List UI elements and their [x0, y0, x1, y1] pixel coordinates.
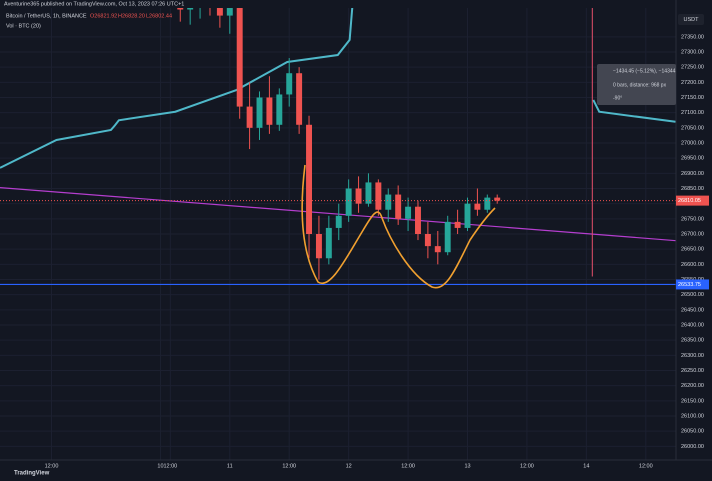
candle-body — [474, 203, 481, 210]
y-tick-label: 26850.00 — [681, 186, 704, 192]
measure-text: −1434.45 (−5.12%), −14344 — [613, 68, 676, 74]
candle-body — [355, 188, 362, 204]
y-tick-label: 27250.00 — [681, 65, 704, 71]
price-tag-label: 26810.05 — [678, 198, 701, 204]
candle-body — [335, 215, 342, 228]
x-tick-label: 12:00 — [520, 463, 534, 469]
x-tick-label: 12:00 — [639, 463, 653, 469]
candle-body — [286, 73, 293, 95]
y-tick-label: 26650.00 — [681, 247, 704, 253]
y-tick-label: 26100.00 — [681, 413, 704, 419]
measure-text: -90° — [613, 95, 622, 101]
candle-body — [315, 234, 322, 259]
ohlc-high: H26828.20 — [118, 13, 145, 19]
price-tag — [676, 195, 709, 206]
candle-body — [177, 8, 184, 10]
y-tick-label: 27200.00 — [681, 80, 704, 86]
candle-body — [365, 182, 372, 204]
y-tick-label: 26150.00 — [681, 398, 704, 404]
plot — [0, 8, 676, 286]
y-tick-label: 26050.00 — [681, 429, 704, 435]
candle-body — [296, 73, 303, 125]
candle-body — [484, 197, 491, 210]
candle-body — [454, 221, 461, 228]
grid — [0, 8, 676, 460]
x-tick-label: 14 — [583, 463, 589, 469]
candle-body — [494, 197, 501, 201]
candle-body — [345, 188, 352, 216]
y-tick-label: 26700.00 — [681, 231, 704, 237]
x-tick-label: 10 — [157, 463, 163, 469]
candle-body — [187, 8, 194, 10]
candle-body — [434, 246, 441, 253]
candle-body — [444, 221, 451, 253]
candle-body — [375, 182, 382, 210]
axis-label-box — [678, 14, 704, 25]
candle-body — [415, 206, 421, 234]
price-tag — [676, 279, 709, 290]
y-tick-label: 26500.00 — [681, 292, 704, 298]
band-line — [0, 8, 676, 169]
y-tick-label: 26400.00 — [681, 322, 704, 328]
y-tick-label: 27050.00 — [681, 125, 704, 131]
volume-label: Vol · BTC (20) — [6, 23, 41, 29]
candle-body — [385, 194, 392, 210]
ohlc-low: L26802.44 — [146, 13, 172, 19]
y-tick-label: 26950.00 — [681, 156, 704, 162]
y-tick-label: 26300.00 — [681, 353, 704, 359]
y-tick-label: 26350.00 — [681, 338, 704, 344]
price-tag-label: 26533.75 — [678, 282, 701, 288]
y-axis-label: USDT — [684, 17, 700, 23]
candle-body — [246, 106, 253, 128]
y-tick-label: 27300.00 — [681, 49, 704, 55]
x-tick-label: 12:00 — [163, 463, 177, 469]
candle-body — [306, 124, 312, 234]
candle-body — [325, 227, 332, 259]
candle-body — [236, 8, 243, 107]
y-tick-label: 26600.00 — [681, 262, 704, 268]
y-tick-label: 26000.00 — [681, 444, 704, 450]
candle-body — [276, 94, 283, 125]
x-tick-label: 12:00 — [401, 463, 415, 469]
ohlc-open: O26821.92 — [90, 13, 117, 19]
candle-body — [405, 206, 412, 219]
candle-body — [464, 203, 471, 228]
candle-body — [226, 8, 233, 16]
x-tick-label: 12:00 — [282, 463, 296, 469]
drawing-curve — [301, 164, 496, 289]
measure-tooltip — [597, 64, 676, 105]
candle-body — [424, 234, 431, 247]
measure-text: 0 bars, distance: 968 px — [613, 82, 667, 88]
candle-body — [216, 8, 223, 16]
x-tick-label: 11 — [227, 463, 233, 469]
x-tick-label: 12:00 — [45, 463, 59, 469]
y-tick-label: 27150.00 — [681, 95, 704, 101]
footer: TradingView — [14, 471, 50, 477]
x-tick-label: 13 — [464, 463, 470, 469]
y-tick-label: 26250.00 — [681, 368, 704, 374]
candle-body — [256, 97, 263, 128]
y-tick-label: 26900.00 — [681, 171, 704, 177]
y-tick-label: 26750.00 — [681, 216, 704, 222]
y-tick-label: 26200.00 — [681, 383, 704, 389]
trend-line — [0, 186, 676, 242]
x-tick-label: 12 — [346, 463, 352, 469]
candle-body — [395, 194, 402, 219]
header: Aventurine365 published on TradingView.c… — [4, 1, 184, 7]
y-tick-label: 26450.00 — [681, 307, 704, 313]
y-tick-label: 27100.00 — [681, 110, 704, 116]
symbol-title: Bitcoin / TetherUS, 1h, BINANCE — [6, 13, 87, 19]
y-tick-label: 27000.00 — [681, 140, 704, 146]
y-tick-label: 27350.00 — [681, 34, 704, 40]
candle-body — [266, 97, 273, 125]
